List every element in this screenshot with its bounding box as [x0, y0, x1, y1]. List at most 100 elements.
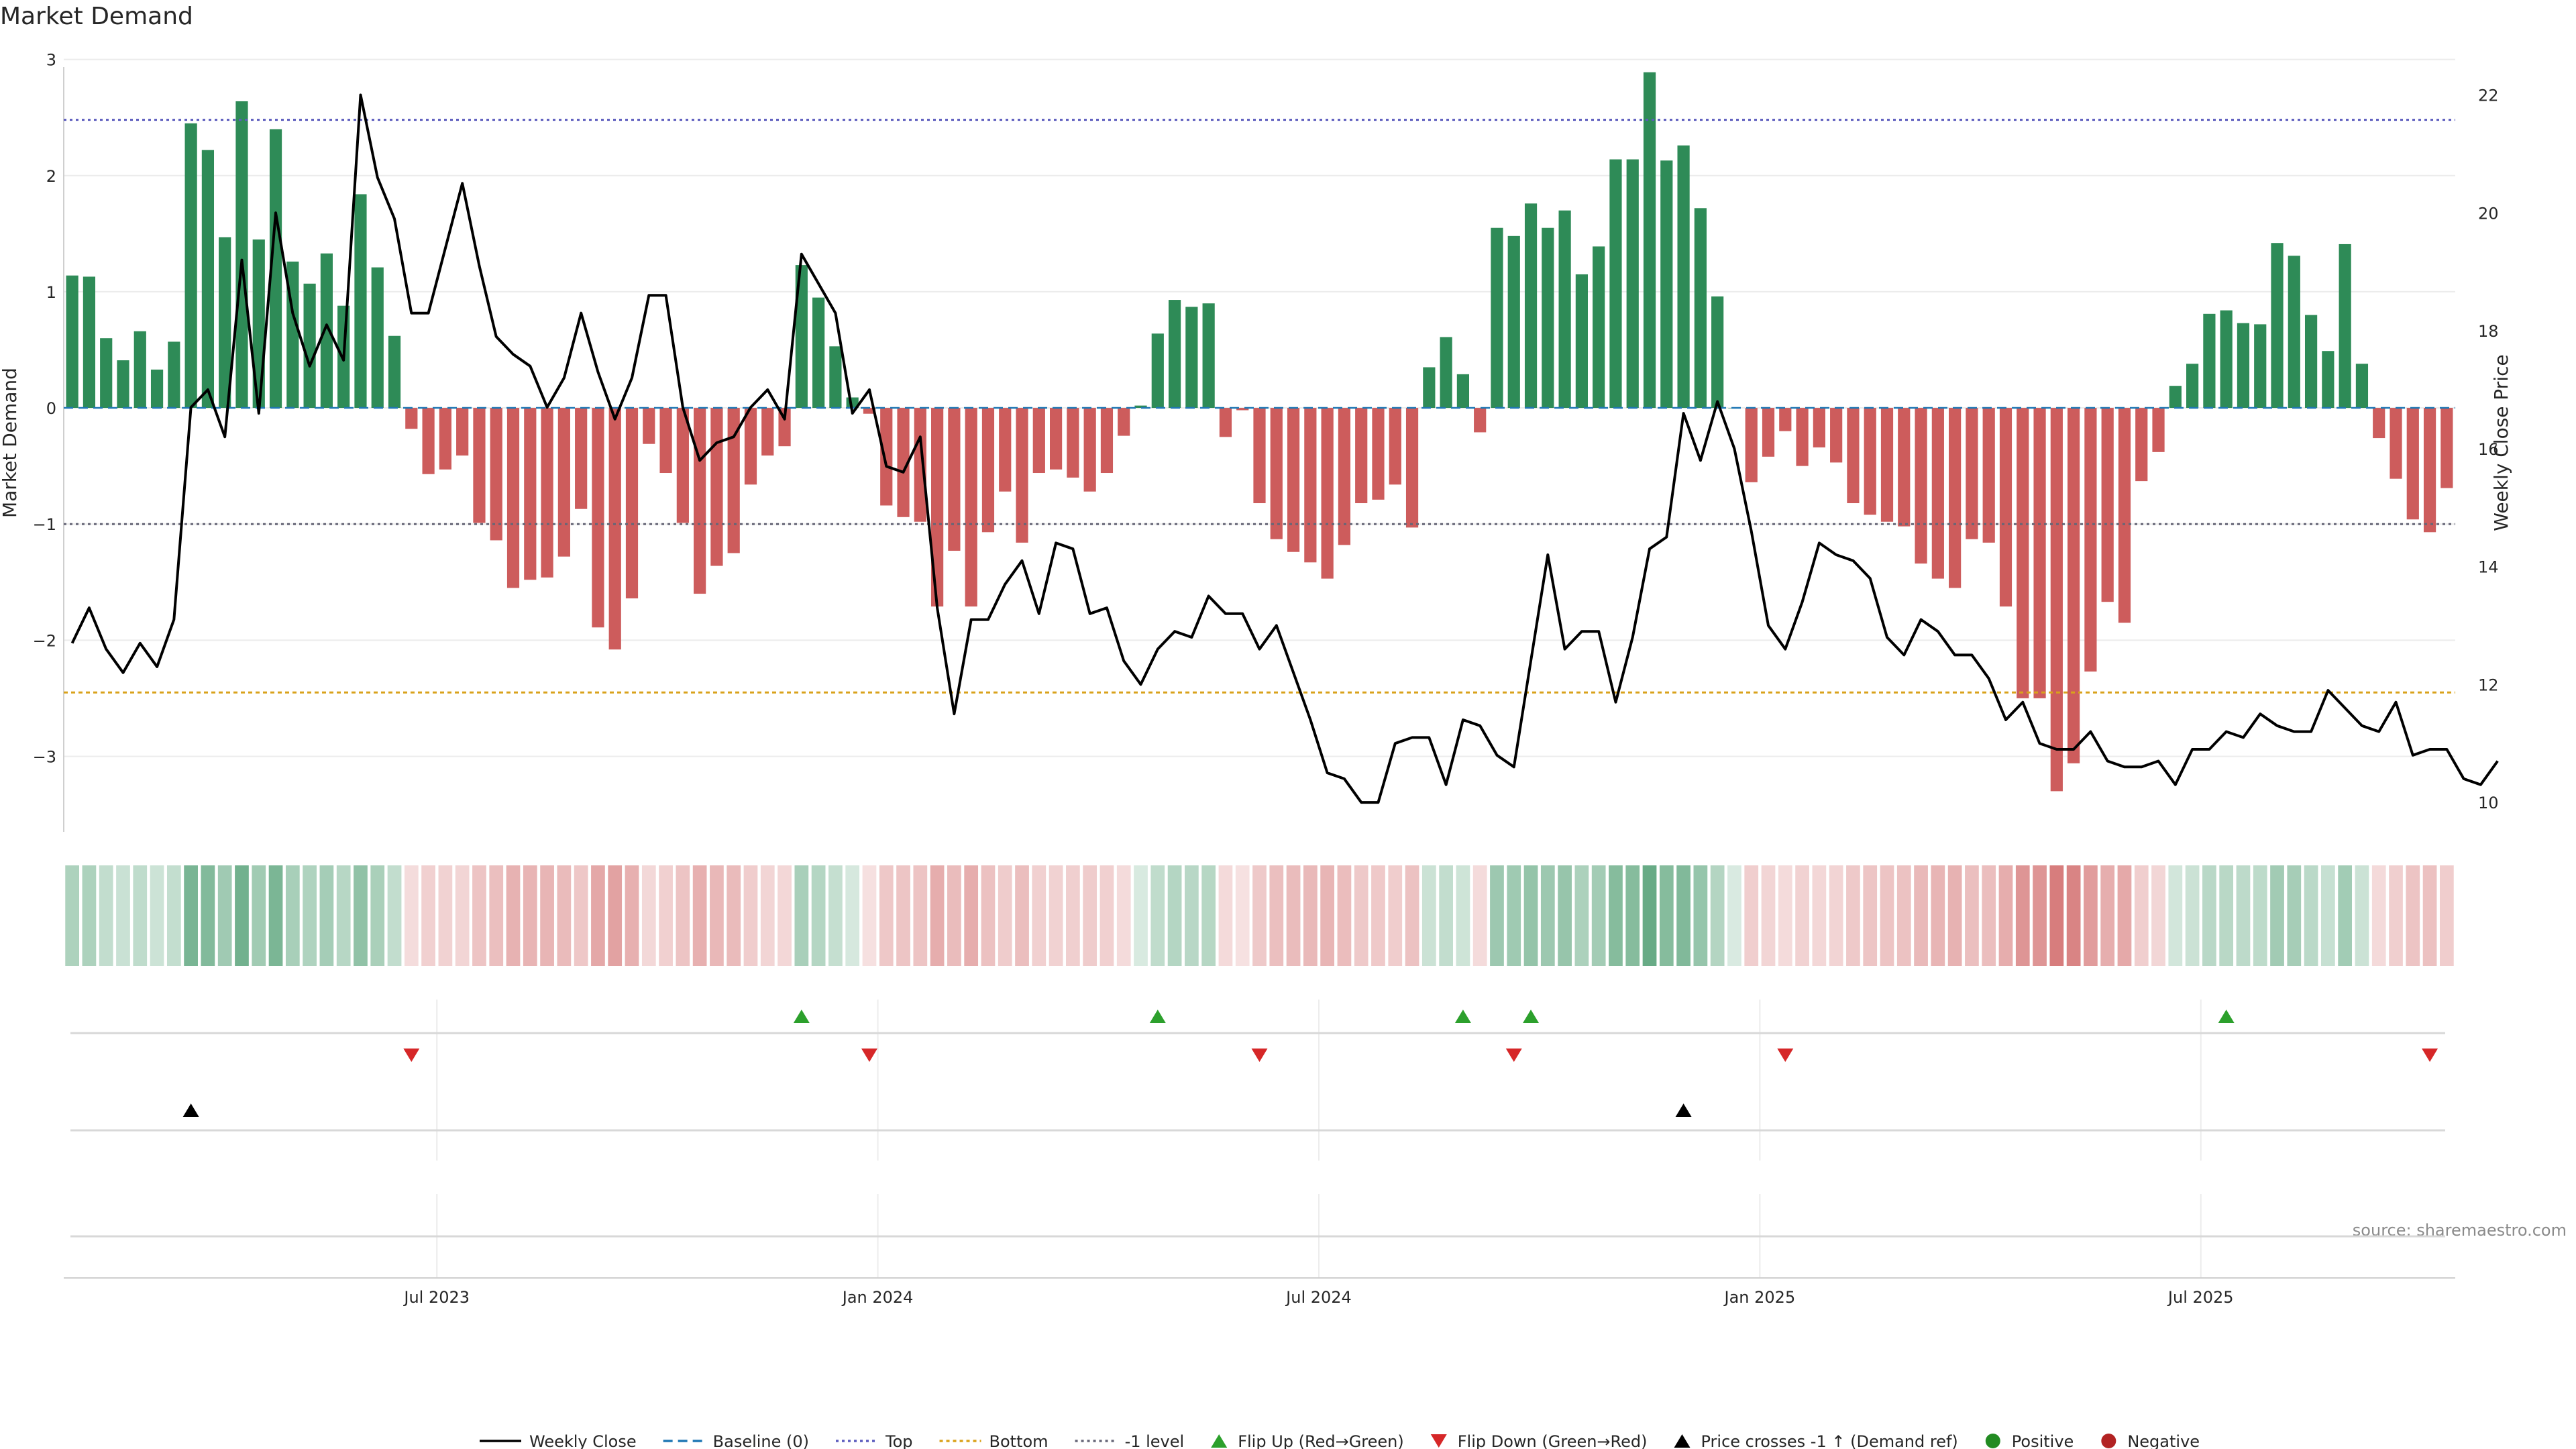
heat-cell	[1880, 865, 1894, 966]
demand-bar	[1813, 408, 1825, 447]
heat-cell	[1846, 865, 1860, 966]
y-tick-label: 0	[46, 399, 56, 418]
demand-bar	[2322, 351, 2334, 409]
demand-bar	[320, 253, 333, 409]
heat-cell	[2253, 865, 2267, 966]
demand-bar	[235, 101, 248, 409]
y-tick-label: −3	[33, 747, 56, 766]
heat-cell	[1134, 865, 1148, 966]
heat-cell	[964, 865, 979, 966]
legend-swatch	[1211, 1434, 1228, 1448]
heat-cell	[1812, 865, 1827, 966]
heat-cell	[692, 865, 707, 966]
heat-cell	[1235, 865, 1250, 966]
demand-bar	[2406, 408, 2419, 520]
demand-bar	[490, 408, 502, 541]
demand-bar	[524, 408, 537, 580]
demand-bar	[795, 265, 808, 409]
y2-tick-label: 12	[2478, 676, 2499, 694]
demand-bar	[1219, 408, 1232, 437]
heat-cell	[794, 865, 809, 966]
demand-bar	[1626, 159, 1639, 409]
demand-bar	[1423, 367, 1436, 409]
heat-cell	[896, 865, 910, 966]
demand-bar	[1711, 296, 1724, 409]
heat-cell	[1982, 865, 1996, 966]
demand-bar	[422, 408, 435, 474]
demand-bar	[1491, 227, 1503, 409]
flip-down-marker	[861, 1049, 877, 1062]
heat-cell	[370, 865, 385, 966]
heat-cell	[523, 865, 537, 966]
heat-cell	[981, 865, 996, 966]
heat-cell	[879, 865, 894, 966]
heat-cell	[1320, 865, 1335, 966]
heat-cell	[1066, 865, 1080, 966]
demand-bar	[2237, 323, 2250, 409]
heat-cell	[998, 865, 1012, 966]
demand-bar	[829, 346, 842, 409]
y2-tick-label: 14	[2478, 558, 2499, 577]
y-tick-label: 2	[46, 167, 56, 186]
y2-tick-label: 22	[2478, 87, 2499, 105]
heat-cell	[1303, 865, 1318, 966]
legend-label: Negative	[2127, 1432, 2200, 1449]
demand-bar	[1694, 208, 1707, 409]
heat-cell	[336, 865, 351, 966]
y2-axis-label: Weekly Close Price	[2490, 354, 2512, 531]
heat-cell	[1523, 865, 1538, 966]
demand-bar	[371, 267, 384, 409]
demand-bar	[1134, 405, 1147, 409]
demand-bar	[710, 408, 723, 566]
demand-bar	[914, 408, 926, 522]
legend-label: Price crosses -1 ↑ (Demand ref)	[1701, 1432, 1958, 1449]
demand-bar	[66, 275, 78, 409]
demand-bar	[1067, 408, 1079, 478]
y2-tick-label: 20	[2478, 204, 2499, 223]
demand-bar	[1643, 72, 1656, 409]
flip-down-marker	[1505, 1049, 1522, 1062]
heat-cell	[1574, 865, 1589, 966]
demand-bar	[1949, 408, 1962, 588]
heat-cell	[438, 865, 453, 966]
demand-bar	[1898, 408, 1911, 527]
demand-bar	[1118, 408, 1130, 436]
x-tick-label: Jul 2025	[2167, 1288, 2234, 1307]
heat-cell	[319, 865, 334, 966]
heat-cell	[268, 865, 283, 966]
demand-bar	[694, 408, 706, 594]
demand-bar	[931, 408, 944, 607]
demand-bar	[1456, 374, 1470, 409]
demand-bar	[2033, 408, 2046, 698]
demand-bar	[1915, 408, 1927, 564]
flip-down-marker	[1251, 1049, 1268, 1062]
heat-cell	[608, 865, 623, 966]
flip-down-marker	[403, 1049, 420, 1062]
price-cross-marker	[1675, 1104, 1692, 1117]
demand-bar	[1389, 408, 1401, 485]
heat-cell	[862, 865, 877, 966]
demand-bar	[2423, 408, 2436, 533]
heat-cell	[2270, 865, 2284, 966]
demand-bar	[2050, 408, 2063, 792]
heat-cell	[2168, 865, 2183, 966]
legend-swatch	[1674, 1434, 1690, 1448]
heat-cell	[676, 865, 690, 966]
demand-bar	[1558, 210, 1571, 409]
demand-bar	[2186, 364, 2199, 409]
price-cross-marker	[182, 1104, 199, 1117]
heat-cell	[2389, 865, 2403, 966]
demand-bar	[557, 408, 570, 557]
demand-bar	[1405, 408, 1419, 528]
heat-cell	[1184, 865, 1199, 966]
heat-cell	[625, 865, 639, 966]
demand-bar	[1202, 303, 1215, 409]
demand-bar	[965, 408, 977, 607]
demand-bar	[1321, 408, 1334, 579]
heat-cell	[150, 865, 164, 966]
heat-cell	[133, 865, 148, 966]
heat-cell	[65, 865, 80, 966]
heat-cell	[1896, 865, 1911, 966]
legend-label: -1 level	[1125, 1432, 1185, 1449]
demand-bar	[1440, 337, 1452, 409]
